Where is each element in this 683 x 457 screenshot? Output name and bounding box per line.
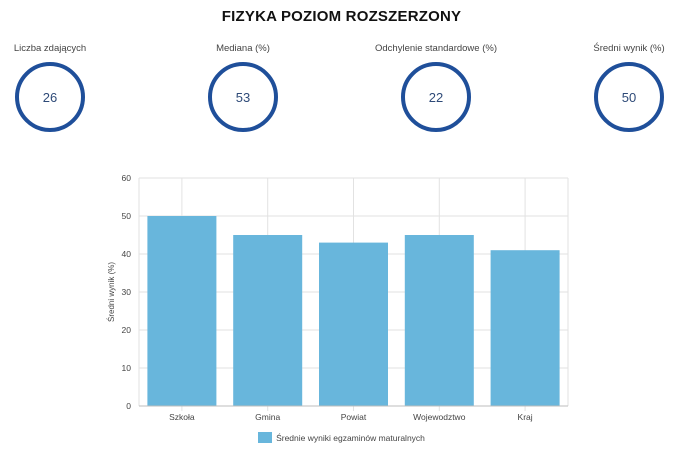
legend-swatch (258, 432, 273, 443)
page-title: FIZYKA POZIOM ROZSZERZONY (221, 8, 462, 25)
y-axis-label: Średni wynik (%) (107, 262, 116, 322)
stat-card-average: Średni wynik (%) 50 (554, 42, 683, 132)
bar (147, 216, 217, 406)
x-tick-label: Wojewodztwo (413, 412, 466, 422)
bar (404, 235, 474, 406)
legend-label: Średnie wyniki egzaminów maturalnych (276, 432, 425, 443)
bar (233, 235, 303, 406)
stat-circle: 53 (208, 62, 278, 132)
y-tick-label: 20 (122, 325, 132, 335)
x-tick-label: Szkoła (169, 412, 195, 422)
stat-card-median: Mediana (%) 53 (168, 42, 318, 132)
chart-legend: Średnie wyniki egzaminów maturalnych (0, 432, 683, 443)
stat-circle: 50 (594, 62, 664, 132)
bar (319, 242, 388, 406)
x-tick-label: Powiat (341, 412, 367, 422)
y-tick-label: 50 (122, 211, 132, 221)
y-tick-label: 40 (122, 249, 132, 259)
y-tick-label: 30 (122, 287, 132, 297)
stat-label: Odchylenie standardowe (%) (375, 43, 497, 54)
x-tick-label: Gmina (255, 412, 280, 422)
stat-label: Liczba zdających (13, 43, 87, 54)
stat-label: Średni wynik (%) (593, 43, 665, 54)
stat-card-count: Liczba zdających 26 (0, 42, 125, 132)
stat-card-stddev: Odchylenie standardowe (%) 22 (361, 42, 511, 132)
y-tick-label: 60 (122, 173, 132, 183)
bar-chart: 0 10 20 30 40 50 60 Szkoła Gmina Powiat Wojewodztw… (107, 173, 569, 422)
x-tick-label: Kraj (518, 412, 533, 422)
y-tick-label: 0 (126, 401, 131, 411)
y-tick-label: 10 (122, 363, 132, 373)
stat-circle: 26 (15, 62, 85, 132)
bar (490, 250, 560, 406)
stat-circle: 22 (401, 62, 471, 132)
stat-label: Mediana (%) (216, 43, 270, 54)
